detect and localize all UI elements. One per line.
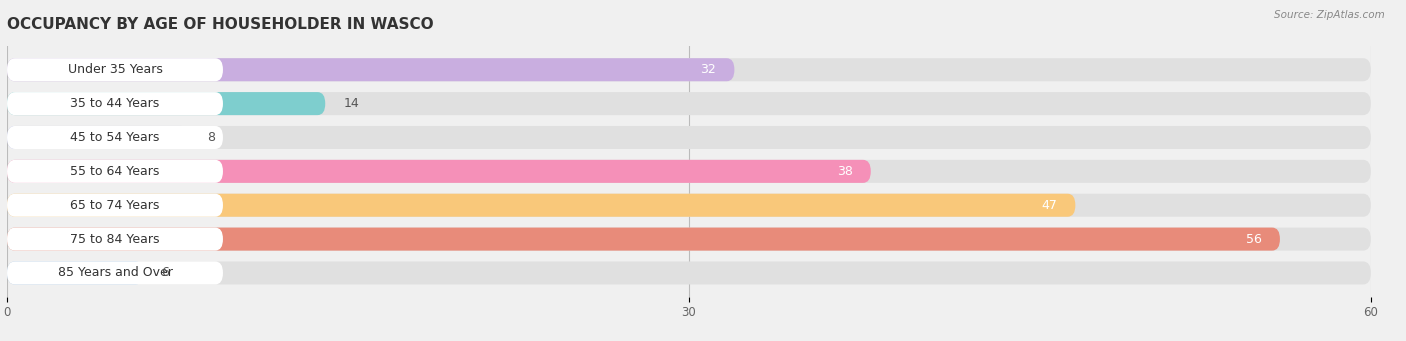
FancyBboxPatch shape <box>7 227 1279 251</box>
FancyBboxPatch shape <box>7 92 1371 115</box>
FancyBboxPatch shape <box>7 262 143 284</box>
Text: 75 to 84 Years: 75 to 84 Years <box>70 233 160 246</box>
FancyBboxPatch shape <box>7 58 734 81</box>
FancyBboxPatch shape <box>7 92 224 115</box>
FancyBboxPatch shape <box>7 92 325 115</box>
Text: 35 to 44 Years: 35 to 44 Years <box>70 97 160 110</box>
FancyBboxPatch shape <box>7 227 1371 251</box>
Text: 38: 38 <box>837 165 852 178</box>
Text: 32: 32 <box>700 63 716 76</box>
Text: OCCUPANCY BY AGE OF HOUSEHOLDER IN WASCO: OCCUPANCY BY AGE OF HOUSEHOLDER IN WASCO <box>7 17 433 32</box>
Text: 14: 14 <box>343 97 359 110</box>
FancyBboxPatch shape <box>7 160 1371 183</box>
FancyBboxPatch shape <box>7 262 224 284</box>
FancyBboxPatch shape <box>7 126 224 149</box>
FancyBboxPatch shape <box>7 194 224 217</box>
FancyBboxPatch shape <box>7 126 1371 149</box>
Text: 56: 56 <box>1246 233 1261 246</box>
Text: 8: 8 <box>207 131 215 144</box>
Text: 65 to 74 Years: 65 to 74 Years <box>70 199 160 212</box>
Text: Source: ZipAtlas.com: Source: ZipAtlas.com <box>1274 10 1385 20</box>
Text: 85 Years and Over: 85 Years and Over <box>58 266 173 280</box>
Text: Under 35 Years: Under 35 Years <box>67 63 163 76</box>
FancyBboxPatch shape <box>7 227 224 251</box>
Text: 47: 47 <box>1042 199 1057 212</box>
Text: 55 to 64 Years: 55 to 64 Years <box>70 165 160 178</box>
Text: 6: 6 <box>162 266 170 280</box>
FancyBboxPatch shape <box>7 160 870 183</box>
FancyBboxPatch shape <box>7 58 1371 81</box>
FancyBboxPatch shape <box>7 160 224 183</box>
FancyBboxPatch shape <box>7 126 188 149</box>
FancyBboxPatch shape <box>7 194 1371 217</box>
FancyBboxPatch shape <box>7 262 1371 284</box>
Text: 45 to 54 Years: 45 to 54 Years <box>70 131 160 144</box>
FancyBboxPatch shape <box>7 194 1076 217</box>
FancyBboxPatch shape <box>7 58 224 81</box>
